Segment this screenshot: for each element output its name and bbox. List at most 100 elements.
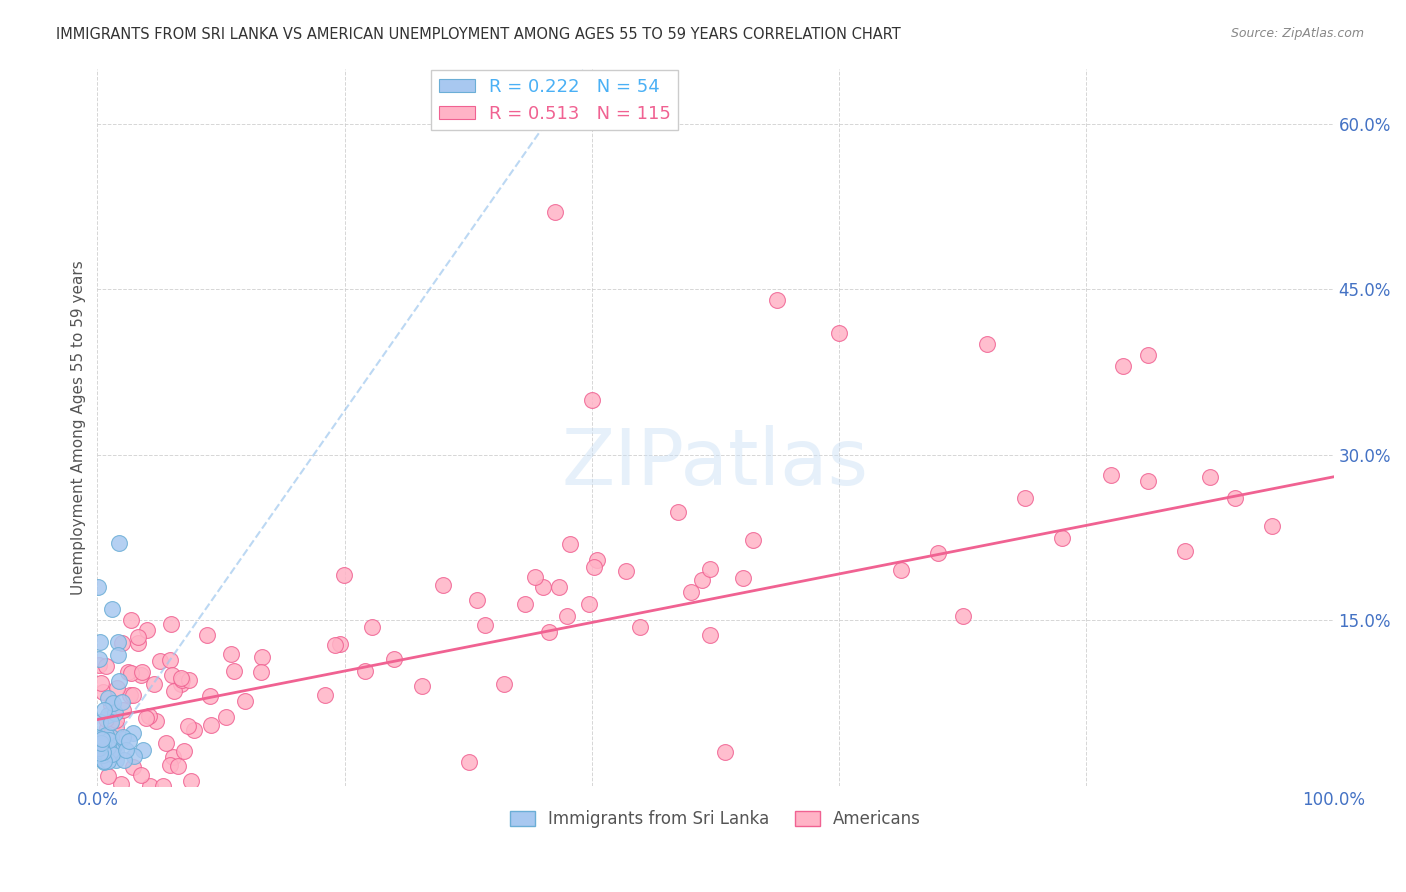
Point xyxy=(90,743,112,757)
Point xyxy=(124,749,146,764)
Point xyxy=(149,654,172,668)
Point xyxy=(1174,544,1197,558)
Point xyxy=(96,721,118,735)
Point xyxy=(90,676,112,690)
Point xyxy=(97,740,120,755)
Point xyxy=(97,769,120,783)
Point xyxy=(135,710,157,724)
Point xyxy=(160,668,183,682)
Point xyxy=(105,681,128,696)
Point xyxy=(100,715,122,730)
Point xyxy=(976,337,998,351)
Point xyxy=(183,723,205,738)
Point xyxy=(97,754,120,768)
Point xyxy=(198,689,221,703)
Point xyxy=(117,665,139,679)
Point xyxy=(699,628,721,642)
Point xyxy=(105,713,128,727)
Point xyxy=(139,779,162,793)
Point xyxy=(107,635,129,649)
Point xyxy=(135,623,157,637)
Point xyxy=(1099,468,1122,483)
Point xyxy=(93,684,115,698)
Point xyxy=(90,752,112,766)
Point xyxy=(177,719,200,733)
Point xyxy=(329,637,352,651)
Point xyxy=(100,730,122,744)
Point xyxy=(1199,470,1222,484)
Point xyxy=(111,636,134,650)
Point xyxy=(89,635,111,649)
Text: ZIPatlas: ZIPatlas xyxy=(562,425,869,501)
Point xyxy=(200,718,222,732)
Point xyxy=(111,731,134,745)
Point xyxy=(118,689,141,703)
Point xyxy=(172,673,194,687)
Point xyxy=(132,742,155,756)
Point xyxy=(89,657,111,672)
Point xyxy=(177,673,200,687)
Legend: Immigrants from Sri Lanka, Americans: Immigrants from Sri Lanka, Americans xyxy=(503,804,928,835)
Point xyxy=(87,652,110,666)
Point xyxy=(107,674,129,689)
Point xyxy=(492,677,515,691)
Point xyxy=(699,562,721,576)
Point xyxy=(94,745,117,759)
Point xyxy=(90,736,112,750)
Y-axis label: Unemployment Among Ages 55 to 59 years: Unemployment Among Ages 55 to 59 years xyxy=(72,260,86,595)
Point xyxy=(120,613,142,627)
Point xyxy=(233,694,256,708)
Point xyxy=(91,744,114,758)
Point xyxy=(98,732,121,747)
Point xyxy=(474,617,496,632)
Point xyxy=(107,648,129,662)
Point xyxy=(173,744,195,758)
Point xyxy=(101,726,124,740)
Point xyxy=(97,707,120,722)
Point xyxy=(100,698,122,712)
Point xyxy=(115,743,138,757)
Point xyxy=(690,573,713,587)
Point xyxy=(100,743,122,757)
Point xyxy=(97,744,120,758)
Point xyxy=(531,580,554,594)
Point xyxy=(93,754,115,768)
Point xyxy=(104,744,127,758)
Point xyxy=(97,690,120,705)
Point xyxy=(131,665,153,680)
Point xyxy=(731,571,754,585)
Point xyxy=(578,597,600,611)
Point xyxy=(170,671,193,685)
Point xyxy=(544,205,567,219)
Point xyxy=(101,723,124,738)
Point xyxy=(890,563,912,577)
Point xyxy=(101,747,124,761)
Point xyxy=(91,745,114,759)
Point xyxy=(111,695,134,709)
Point xyxy=(458,755,481,769)
Point xyxy=(105,753,128,767)
Point xyxy=(333,568,356,582)
Point xyxy=(741,533,763,548)
Point xyxy=(91,747,114,762)
Point xyxy=(118,733,141,747)
Point xyxy=(122,760,145,774)
Point xyxy=(103,706,125,721)
Point xyxy=(108,536,131,550)
Point xyxy=(952,608,974,623)
Point xyxy=(250,649,273,664)
Point xyxy=(766,293,789,308)
Point xyxy=(87,740,110,755)
Point xyxy=(167,759,190,773)
Point xyxy=(361,620,384,634)
Point xyxy=(129,768,152,782)
Point xyxy=(353,664,375,678)
Point xyxy=(314,689,336,703)
Point xyxy=(224,664,246,678)
Point xyxy=(93,755,115,769)
Point xyxy=(142,677,165,691)
Point xyxy=(215,710,238,724)
Point xyxy=(145,714,167,728)
Point xyxy=(250,665,273,679)
Point xyxy=(121,726,143,740)
